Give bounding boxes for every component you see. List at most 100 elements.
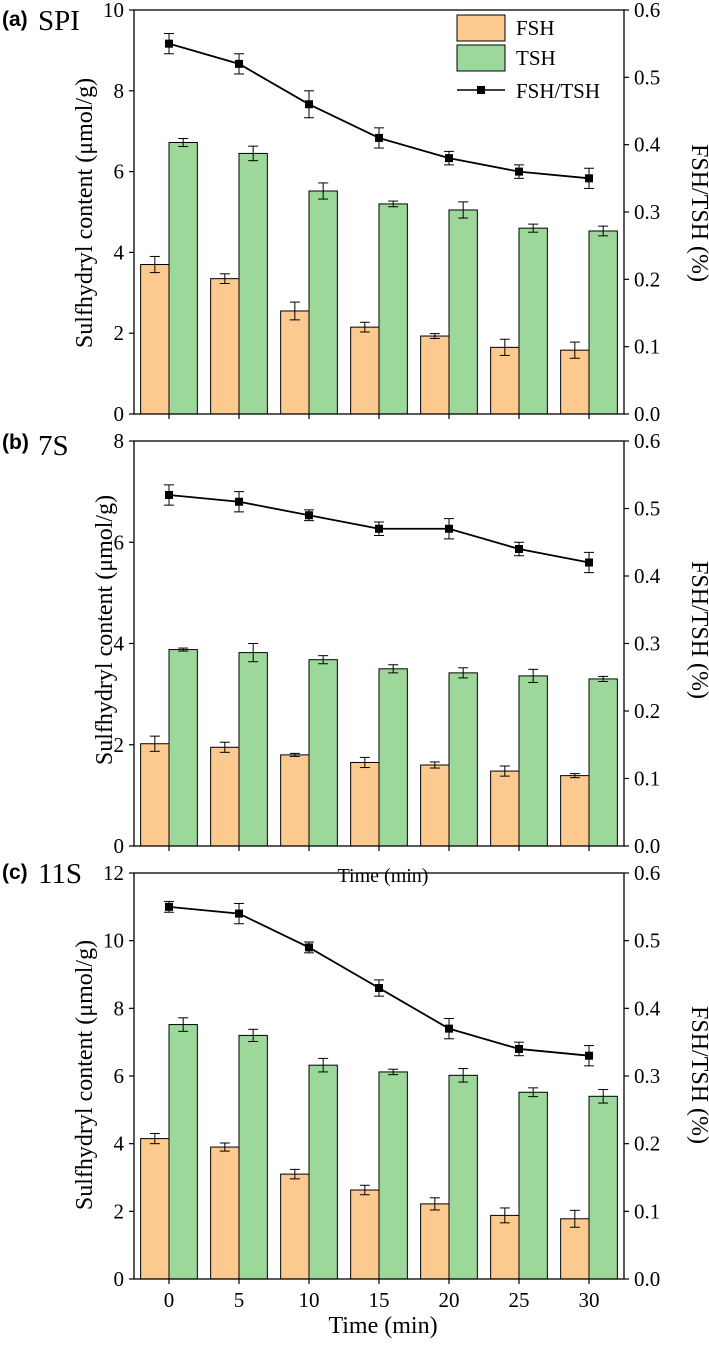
panel-c-right-tick-label-0.2: 0.2 xyxy=(634,1132,660,1156)
panel-a-ratio-marker-10 xyxy=(305,100,313,109)
panel-b-left-tick-label-2: 2 xyxy=(114,733,125,757)
panel-c-bar-tsh-25 xyxy=(518,1091,548,1280)
panel-c-right-axis-label: FSH/TSH (%) xyxy=(686,1006,709,1144)
panel-c-right-tick-label-0.6: 0.6 xyxy=(634,861,660,885)
panel-b-bar-tsh-5 xyxy=(238,652,268,847)
panel-c-bar-tsh-0 xyxy=(168,1024,198,1280)
panel-a-letter: (a) xyxy=(2,8,28,31)
panel-b-right-axis-label: FSH/TSH (%) xyxy=(686,561,709,699)
panel-a-bar-tsh-30 xyxy=(588,230,618,415)
panel-c-bar-fsh-0 xyxy=(140,1138,170,1280)
legend-tsh-label: TSH xyxy=(516,46,556,70)
panel-c-ratio-marker-30 xyxy=(585,1051,593,1060)
panel-c-title: 11S xyxy=(38,858,82,890)
legend-tsh-swatch xyxy=(456,44,506,72)
panel-b-left-tick-label-6: 6 xyxy=(114,530,125,554)
panel-c-bar-tsh-15 xyxy=(378,1071,408,1280)
panel-c-right-tick-label-0.0: 0.0 xyxy=(634,1267,660,1291)
panel-b-ratio-marker-5 xyxy=(235,497,243,506)
panel-a-bar-fsh-0 xyxy=(140,264,170,415)
panel-a-left-tick-label-2: 2 xyxy=(114,321,125,345)
panel-b-right-tick-label-0.4: 0.4 xyxy=(634,564,661,588)
panel-b-right-tick-label-0.0: 0.0 xyxy=(634,834,660,858)
panel-a-ratio-marker-15 xyxy=(375,133,383,142)
panel-a-bar-fsh-15 xyxy=(350,326,380,415)
panel-a-right-tick-label-0.6: 0.6 xyxy=(634,0,660,22)
panel-a-plot-area: 0 2 4 6 8 10 0.0 0.1 0.2 0.3 0.4 0.5 0.6 xyxy=(103,0,661,426)
panel-b-left-axis-label: Sulfhydryl content (μmol/g) xyxy=(92,495,118,765)
panel-b-plot-area: 0 2 4 6 8 0.0 0.1 0.2 0.3 0.4 0.5 0.6 xyxy=(114,429,661,858)
panel-b-right-tick-label-0.3: 0.3 xyxy=(634,632,660,656)
panel-a-bar-fsh-30 xyxy=(560,349,590,415)
panel-b-bar-tsh-0 xyxy=(168,649,198,847)
panel-b-bar-fsh-15 xyxy=(350,761,380,847)
panel-a-left-axis-label: Sulfhydryl content (μmol/g) xyxy=(72,78,98,348)
panel-a-ratio-marker-0 xyxy=(165,39,173,48)
panel-b-right-tick-label-0.5: 0.5 xyxy=(634,497,660,521)
panel-c-bar-tsh-10 xyxy=(308,1064,338,1280)
panel-c-ratio-marker-20 xyxy=(445,1024,453,1033)
panel-b-bar-fsh-20 xyxy=(420,764,450,847)
panel-c-right-tick-label-0.5: 0.5 xyxy=(634,929,660,953)
panel-c-left-tick-label-2: 2 xyxy=(114,1199,125,1223)
panel-b-bar-tsh-30 xyxy=(588,678,618,847)
panel-c-left-tick-label-6: 6 xyxy=(114,1064,125,1088)
panel-a-bar-tsh-15 xyxy=(378,203,408,415)
panel-b-bar-fsh-10 xyxy=(280,754,310,847)
panel-c-bar-fsh-25 xyxy=(490,1214,520,1280)
panel-a-left-tick-label-8: 8 xyxy=(114,79,125,103)
panel-b-ratio-marker-0 xyxy=(165,491,173,499)
panel-c-bar-tsh-30 xyxy=(588,1095,618,1280)
panel-b-x-axis-label: Time (min) xyxy=(338,865,429,887)
panel-a-right-tick-label-0.5: 0.5 xyxy=(634,65,660,89)
panel-a-right-axis-label: FSH/TSH (%) xyxy=(686,144,709,282)
panel-a-bar-fsh-5 xyxy=(210,278,240,415)
panel-c-x-tick-label-15: 15 xyxy=(369,1288,390,1312)
panel-b-left-tick-label-4: 4 xyxy=(114,632,125,656)
panel-c-bar-fsh-20 xyxy=(420,1203,450,1280)
panel-b-letter: (b) xyxy=(2,431,29,454)
panel-a-bar-fsh-25 xyxy=(490,346,520,415)
panel-b-ratio-marker-25 xyxy=(515,545,523,553)
panel-a-ratio-marker-5 xyxy=(235,59,243,68)
panel-b-ratio-marker-20 xyxy=(445,524,453,533)
panel-b-right-tick-label-0.1: 0.1 xyxy=(634,767,660,791)
panel-a-left-tick-label-10: 10 xyxy=(103,0,124,22)
panel-c-x-tick-label-25: 25 xyxy=(509,1288,530,1312)
panel-b-ratio-marker-10 xyxy=(305,511,313,520)
panel-a-bar-fsh-20 xyxy=(420,335,450,415)
legend-ratio-label: FSH/TSH xyxy=(516,79,600,103)
panel-a-bar-tsh-20 xyxy=(448,209,478,415)
panel-c-left-tick-label-0: 0 xyxy=(114,1267,125,1291)
panel-b-right-tick-label-0.2: 0.2 xyxy=(634,699,660,723)
panel-c-x-tick-label-10: 10 xyxy=(299,1288,320,1312)
panel-c-x-tick-label-20: 20 xyxy=(439,1288,460,1312)
panel-b-title: 7S xyxy=(38,430,69,462)
panel-b-left-tick-label-0: 0 xyxy=(114,834,125,858)
panel-c-ratio-marker-0 xyxy=(165,902,173,911)
panel-b-left-tick-label-8: 8 xyxy=(114,429,125,453)
panel-b-bar-tsh-20 xyxy=(448,672,478,847)
panel-b-bar-tsh-25 xyxy=(518,675,548,847)
panel-a-ratio-marker-25 xyxy=(515,167,523,176)
panel-c-left-axis-label: Sulfhydryl content (μmol/g) xyxy=(72,940,98,1210)
panel-b-right-tick-label-0.6: 0.6 xyxy=(634,429,660,453)
panel-c-right-tick-label-0.4: 0.4 xyxy=(634,996,661,1020)
panel-a-bar-tsh-5 xyxy=(238,152,268,415)
panel-c-left-tick-label-12: 12 xyxy=(103,861,124,885)
panel-c-11s: (c) 11S Sulfhydryl content (μmol/g) FSH/… xyxy=(2,858,709,1339)
panel-b-ratio-marker-30 xyxy=(585,558,593,567)
panel-c-x-tick-label-30: 30 xyxy=(579,1288,600,1312)
panel-a-right-tick-label-0.3: 0.3 xyxy=(634,200,660,224)
panel-c-bar-fsh-10 xyxy=(280,1173,310,1280)
panel-c-ratio-marker-25 xyxy=(515,1044,523,1053)
panel-a-left-tick-label-4: 4 xyxy=(114,240,125,264)
legend-fsh-label: FSH xyxy=(516,16,555,40)
panel-a-right-tick-label-0.1: 0.1 xyxy=(634,335,660,359)
panel-c-bar-fsh-15 xyxy=(350,1189,380,1280)
panel-c-plot-area: 0 2 4 6 8 10 12 0.0 0.1 0.2 0.3 0.4 0.5 0.6 0 5 10 15 20 25… xyxy=(103,861,661,1312)
panel-a-bar-tsh-0 xyxy=(168,142,198,415)
panel-b-bar-tsh-10 xyxy=(308,659,338,847)
panel-b-ratio-marker-15 xyxy=(375,524,383,533)
